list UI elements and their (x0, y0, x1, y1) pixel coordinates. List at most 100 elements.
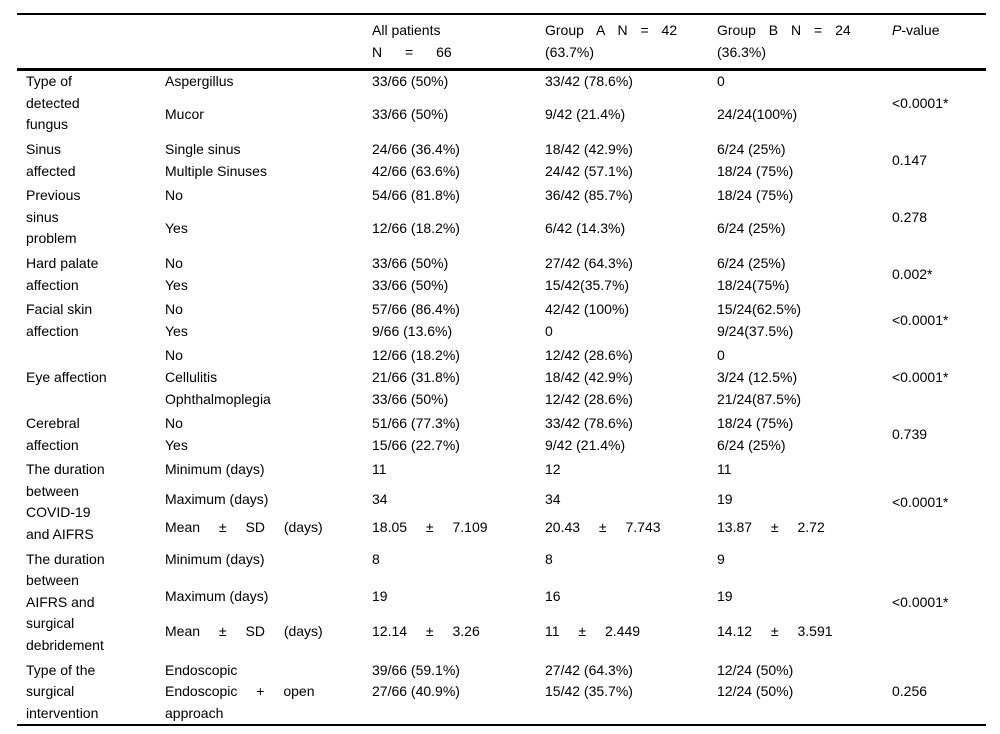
group-b-value: 21/24(87.5%) (717, 390, 802, 407)
all-patients-value: 9/66 (13.6%) (372, 322, 453, 339)
table-row: Mean ± SD (days) 18.05 ± 7.109 20.43 ± 7.7… (17, 517, 986, 545)
all-patients-value: 12/66 (18.2%) (372, 347, 460, 364)
all-patients-value: 42/66 (63.6%) (372, 162, 460, 179)
header-category-empty (17, 14, 165, 72)
subcategory-label: No (165, 347, 183, 364)
group-b-value: 11 (717, 461, 732, 478)
subcategory-label: Yes (165, 436, 188, 453)
category-label: Type of detected fungus (26, 73, 80, 133)
table-row: Eye affection No 12/66 (18.2%) 12/42 (28.6%… (17, 342, 986, 385)
group-a-value: 33/42 (78.6%) (545, 73, 633, 90)
all-patients-value: 27/66 (40.9%) (372, 683, 460, 700)
group-b-value: 14.12 ± 3.591 (717, 623, 833, 640)
table-row: Type of the surgical intervention Endosco… (17, 657, 986, 721)
header-group-a-line2: (63.7%) (545, 43, 595, 60)
all-patients-value: 8 (372, 550, 380, 567)
p-value: 0.739 (892, 425, 928, 442)
table-row: Mean ± SD (days) 12.14 ± 3.26 11 ± 2.449 14… (17, 621, 986, 656)
table-row: Yes 15/66 (22.7%) 9/42 (21.4%) 6/24 (25%) (17, 435, 986, 457)
table-row: Facial skin affection No 57/66 (86.4%) 42/4… (17, 296, 986, 339)
group-a-value: 15/42(35.7%) (545, 276, 630, 293)
all-patients-value: 34 (372, 490, 388, 507)
group-b-value: 18/24 (75%) (717, 187, 794, 204)
table-row: Yes 33/66 (50%) 15/42(35.7%) 18/24(75%) (17, 275, 986, 297)
category-label: Type of the surgical intervention (26, 661, 99, 721)
table-row: Type of detected fungus Aspergillus 33/66 … (17, 70, 986, 132)
group-a-value: 34 (545, 490, 561, 507)
p-value: <0.0001* (892, 311, 949, 328)
group-a-value: 12/42 (28.6%) (545, 347, 633, 364)
group-b-value: 18/24 (75%) (717, 162, 794, 179)
all-patients-value: 33/66 (50%) (372, 276, 449, 293)
all-patients-value: 33/66 (50%) (372, 254, 449, 271)
table-row: Maximum (days) 19 16 19 (17, 586, 986, 621)
table-row: The duration between AIFRS and surgical … (17, 546, 986, 653)
subcategory-label: Ophthalmoplegia (165, 390, 271, 407)
all-patients-value: 24/66 (36.4%) (372, 140, 460, 157)
group-b-value: 6/24 (25%) (717, 140, 786, 157)
category-label: Hard palate affection (26, 254, 99, 293)
table-row: Sinus affected Single sinus 24/66 (36.4%) 1… (17, 136, 986, 179)
group-b-value: 0 (717, 73, 725, 90)
subcategory-label: No (165, 187, 183, 204)
p-value: <0.0001* (892, 368, 949, 385)
table-row: Hard palate affection No 33/66 (50%) 27/42 … (17, 250, 986, 293)
group-b-value: 19 (717, 587, 733, 604)
table-body: Type of detected fungus Aspergillus 33/66 … (17, 70, 986, 726)
p-value: 0.002* (892, 265, 933, 282)
table-row: The duration between COVID-19 and AIFRS M… (17, 456, 986, 542)
header-all-patients: All patients N = 66 (372, 14, 545, 72)
group-a-value: 9/42 (21.4%) (545, 436, 626, 453)
category-label: Sinus affected (26, 140, 76, 179)
group-b-value: 6/24 (25%) (717, 220, 786, 237)
group-a-value: 9/42 (21.4%) (545, 105, 626, 122)
group-b-value: 0 (717, 347, 725, 364)
p-value: <0.0001* (892, 94, 949, 111)
group-a-value: 12/42 (28.6%) (545, 390, 633, 407)
subcategory-label: Maximum (days) (165, 490, 269, 507)
group-b-value: 3/24 (12.5%) (717, 368, 798, 385)
group-b-value: 13.87 ± 2.72 (717, 519, 825, 536)
category-label: Facial skin affection (26, 301, 93, 339)
header-group-a-line1: Group A N = 42 (545, 22, 678, 38)
subcategory-label: Endoscopic + open approach (165, 683, 315, 721)
all-patients-value: 21/66 (31.8%) (372, 368, 460, 385)
header-row: All patients N = 66 Group A N = 42 (63.7… (17, 14, 986, 72)
group-a-value: 0 (545, 322, 553, 339)
group-b-value: 12/24 (50%) (717, 661, 794, 678)
subcategory-label: Mean ± SD (days) (165, 623, 323, 640)
p-value: 0.256 (892, 683, 928, 700)
subcategory-label: Maximum (days) (165, 587, 269, 604)
table-row: Maximum (days) 34 34 19 (17, 489, 986, 517)
group-a-value: 36/42 (85.7%) (545, 187, 633, 204)
header-p-value-rest: -value (901, 22, 940, 38)
all-patients-value: 15/66 (22.7%) (372, 436, 460, 453)
header-group-a: Group A N = 42 (63.7%) (545, 14, 717, 72)
group-b-value: 24/24(100%) (717, 105, 798, 122)
header-all-patients-line1: All patients (372, 22, 441, 38)
group-b-value: 6/24 (25%) (717, 436, 786, 453)
group-a-value: 33/42 (78.6%) (545, 415, 633, 432)
subcategory-label: No (165, 415, 183, 432)
subcategory-label: Single sinus (165, 140, 241, 157)
table-row: Mucor 33/66 (50%) 9/42 (21.4%) 24/24(100%) (17, 104, 986, 136)
group-b-value: 9/24(37.5%) (717, 322, 794, 339)
subcategory-label: Endoscopic (165, 661, 238, 678)
header-group-b-line2: (36.3%) (717, 43, 767, 60)
subcategory-label: Cellulitis (165, 368, 218, 385)
table-row: Endoscopic + open approach 27/66 (40.9%) 1… (17, 681, 986, 725)
all-patients-value: 33/66 (50%) (372, 105, 449, 122)
group-b-value: 9 (717, 550, 725, 567)
group-a-value: 18/42 (42.9%) (545, 140, 633, 157)
group-a-value: 8 (545, 550, 553, 567)
table-row: Previous sinus problem No 54/66 (81.8%) 36/… (17, 182, 986, 246)
p-value: <0.0001* (892, 593, 949, 610)
all-patients-value: 11 (372, 461, 387, 478)
group-b-value: 15/24(62.5%) (717, 301, 802, 318)
all-patients-value: 12/66 (18.2%) (372, 220, 460, 237)
group-a-value: 27/42 (64.3%) (545, 254, 633, 271)
header-subcategory-empty (165, 14, 372, 72)
group-a-value: 42/42 (100%) (545, 301, 630, 318)
category-label: Eye affection (26, 368, 107, 385)
